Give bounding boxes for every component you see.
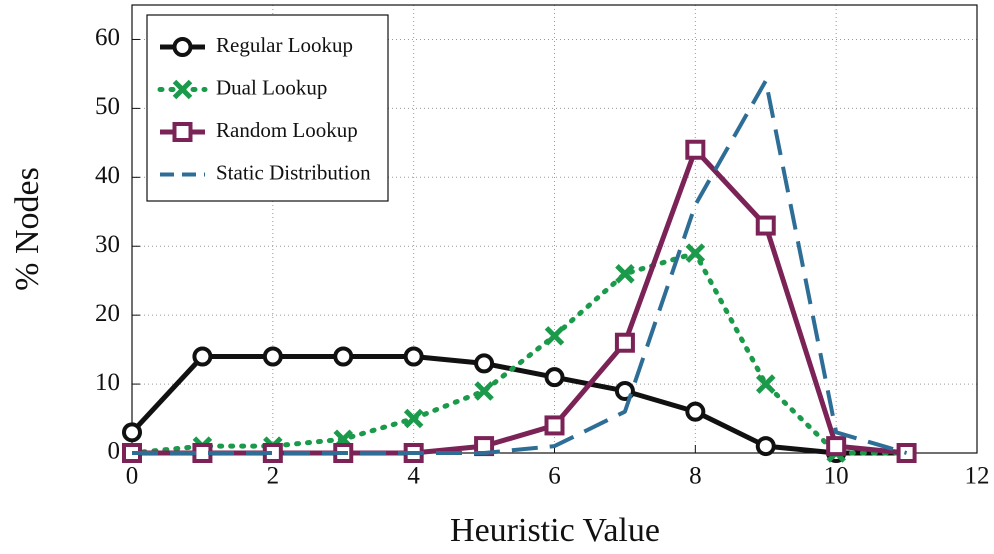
marker	[474, 381, 494, 401]
x-tick-label: 6	[548, 463, 561, 490]
x-tick-label: 0	[126, 463, 139, 490]
marker	[755, 215, 776, 236]
marker	[826, 436, 847, 457]
legend-marker	[172, 37, 193, 57]
marker	[685, 401, 706, 422]
series-line	[132, 78, 908, 455]
marker	[544, 367, 565, 388]
x-tick-label: 8	[689, 463, 702, 490]
marker	[333, 346, 354, 367]
legend-text: Dual Lookup	[216, 75, 327, 99]
marker	[685, 243, 706, 263]
legend-text: Static Distribution	[216, 160, 371, 184]
marker	[755, 374, 776, 394]
legend: Regular Lookup Dual Lookup Random Lookup St…	[146, 14, 389, 202]
y-tick-label: 50	[95, 93, 120, 120]
x-tick-label: 12	[965, 463, 990, 490]
marker	[474, 353, 495, 374]
y-tick-label: 60	[95, 24, 120, 51]
marker	[685, 139, 706, 160]
y-tick-label: 10	[95, 369, 120, 396]
marker	[403, 408, 424, 429]
y-tick-label: 30	[95, 231, 120, 258]
y-tick-label: 0	[108, 438, 121, 465]
marker	[544, 415, 565, 436]
x-tick-label: 10	[824, 463, 849, 490]
legend-text: Random Lookup	[216, 118, 358, 142]
legend-marker	[172, 122, 193, 142]
series-line	[130, 354, 907, 456]
x-axis-label: Heuristic Value	[450, 512, 660, 549]
legend-marker	[172, 79, 193, 100]
x-tick-label: 4	[407, 463, 420, 490]
marker	[755, 436, 776, 457]
marker	[192, 346, 213, 367]
marker	[615, 264, 635, 284]
legend-text: Regular Lookup	[216, 33, 353, 57]
y-tick-label: 20	[95, 300, 120, 327]
y-axis-label: % Nodes	[9, 167, 46, 291]
marker	[544, 326, 565, 346]
y-tick-label: 40	[95, 162, 120, 189]
plot-frame	[131, 4, 978, 454]
marker	[614, 332, 635, 353]
marker	[403, 346, 424, 367]
marker	[262, 346, 283, 367]
series-line	[129, 250, 910, 456]
marker	[122, 422, 142, 443]
x-tick-label: 2	[267, 463, 280, 490]
